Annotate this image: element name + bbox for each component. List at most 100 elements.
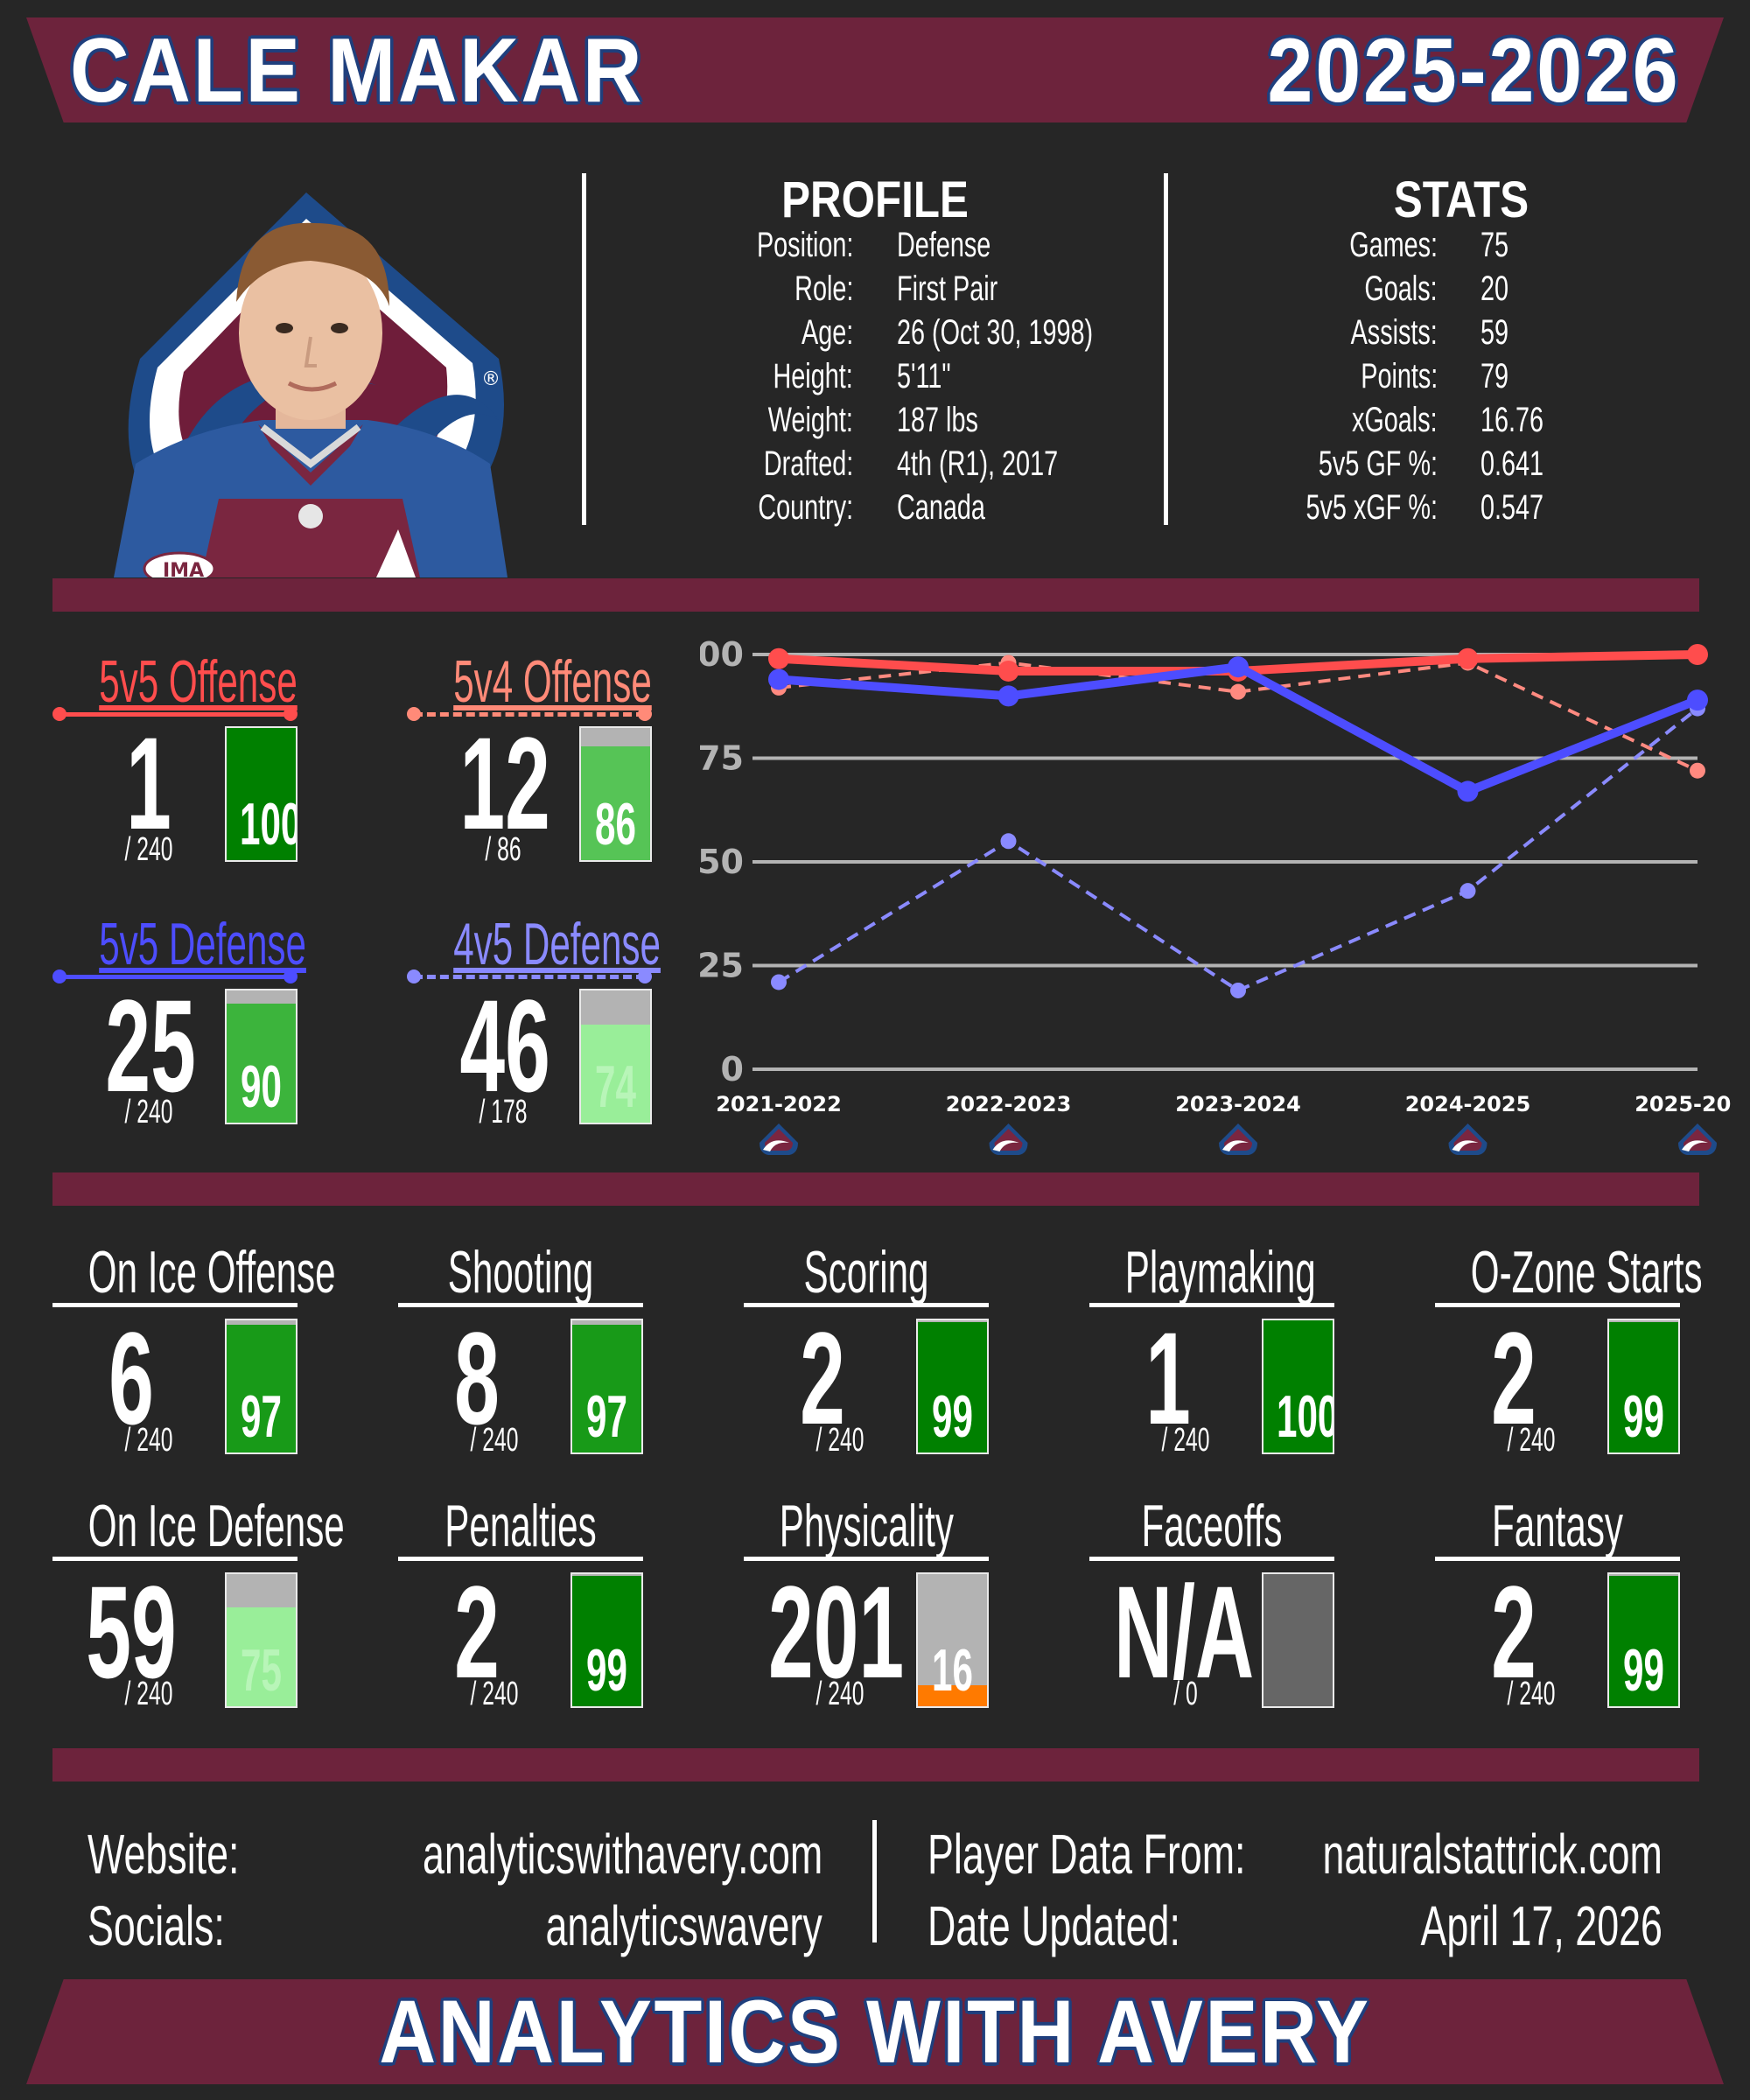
profile-label: Drafted: [763, 444, 853, 483]
metric-physicality-underline [744, 1557, 989, 1561]
percentile-trend-chart: 0 25 50 75 100 2021-2022 2022-2023 2023-2024 202… [700, 635, 1732, 1155]
date-updated-value: April 17, 2026 [1420, 1894, 1662, 1957]
metric-o-zone-starts-percentile-bar: 99 [1607, 1319, 1680, 1454]
situational-5v5-offense-percentile-bar: 100 [225, 726, 298, 862]
situational-4v5-defense-legend-line [414, 975, 645, 979]
website-label: Website: [88, 1823, 240, 1886]
situational-5v5-defense-legend-line [60, 975, 290, 979]
socials-handle[interactable]: analyticswavery [545, 1894, 822, 1957]
profile-separator-right [1164, 173, 1168, 525]
chart-y-tick-label: 75 [700, 739, 744, 778]
stats-value: 79 [1480, 357, 1509, 396]
profile-value: Canada [897, 488, 985, 527]
metric-playmaking-percentile-fill [1264, 1320, 1333, 1452]
situational-5v4-offense-rank-total: / 86 [485, 831, 522, 868]
situational-5v5-defense-percentile-fill [227, 1004, 296, 1123]
chart-x-tick-label: 2022-2023 [946, 1092, 1072, 1116]
metric-o-zone-starts-underline [1435, 1303, 1680, 1307]
profile-label: Height: [773, 357, 853, 396]
metric-o-zone-starts-percentile-fill [1609, 1321, 1678, 1452]
footer-banner [26, 1979, 1724, 2084]
metric-on-ice-defense-percentile-bar: 75 [225, 1572, 298, 1708]
series-5v5-defense-point [1687, 690, 1708, 711]
situational-5v5-defense-legend-dot [52, 970, 66, 984]
metric-on-ice-offense-rank: 6 [108, 1305, 154, 1452]
stats-label: xGoals: [1352, 401, 1438, 439]
situational-5v4-offense-legend-dot [638, 707, 652, 721]
metric-on-ice-offense-rank-total: / 240 [124, 1422, 173, 1459]
chart-y-tick-label: 100 [700, 635, 744, 674]
profile-value: 4th (R1), 2017 [897, 444, 1059, 483]
footer-separator [872, 1820, 877, 1942]
situational-5v4-offense-percentile-bar: 86 [579, 726, 652, 862]
series-5v5-defense-point [998, 685, 1019, 707]
avalanche-logo-icon [760, 1124, 798, 1155]
avalanche-logo-icon [1678, 1124, 1717, 1155]
situational-5v5-offense-title: 5v5 Offense [99, 648, 298, 715]
situational-5v5-offense-percentile-value: 100 [240, 791, 298, 858]
metric-playmaking-title: Playmaking [1124, 1239, 1316, 1306]
situational-5v5-defense-percentile-bar: 90 [225, 989, 298, 1124]
metric-o-zone-starts-rank: 2 [1491, 1305, 1536, 1452]
metric-on-ice-offense-underline [52, 1303, 298, 1307]
series-4v5-defense-point [1000, 833, 1017, 850]
metric-shooting-rank: 8 [454, 1305, 500, 1452]
section-divider-3 [52, 1748, 1699, 1782]
metric-fantasy-title: Fantasy [1492, 1493, 1623, 1559]
profile-label: Position: [756, 226, 853, 264]
profile-label: Weight: [767, 401, 853, 439]
stats-label: Games: [1349, 226, 1438, 264]
profile-label: Country: [758, 488, 853, 527]
metric-o-zone-starts-rank-total: / 240 [1507, 1422, 1556, 1459]
metric-shooting-title: Shooting [447, 1239, 594, 1306]
situational-5v5-defense-rank: 25 [105, 972, 196, 1119]
avalanche-logo-icon [1219, 1124, 1257, 1155]
situational-4v5-defense-title: 4v5 Defense [453, 911, 661, 977]
situational-5v5-defense-rank-total: / 240 [124, 1094, 173, 1130]
series-4v5-defense-point [1230, 982, 1246, 998]
metric-scoring-percentile-fill [918, 1321, 987, 1452]
profile-title: PROFILE [781, 172, 969, 228]
metric-faceoffs-rank-total: / 0 [1173, 1676, 1198, 1712]
header-banner [26, 18, 1724, 122]
metric-physicality-rank-total: / 240 [816, 1676, 864, 1712]
chart-x-tick-label: 2024-2025 [1405, 1092, 1531, 1116]
chart-y-tick-label: 25 [700, 947, 744, 985]
situational-4v5-defense-legend-dot [638, 970, 652, 984]
stats-value: 20 [1480, 270, 1509, 308]
metric-on-ice-defense-rank: 59 [86, 1558, 177, 1705]
date-updated-label: Date Updated: [928, 1894, 1180, 1957]
situational-4v5-defense-percentile-value: 74 [595, 1054, 636, 1120]
metric-physicality-percentile-bar: 16 [916, 1572, 989, 1708]
avalanche-logo-icon [1448, 1124, 1488, 1155]
situational-5v4-offense-rank: 12 [459, 710, 550, 857]
profile-value: 5'11" [897, 357, 951, 396]
season-label: 2025-2026 [1267, 20, 1680, 122]
metric-scoring-title: Scoring [803, 1239, 929, 1306]
stats-value: 59 [1480, 313, 1509, 352]
metric-physicality-title: Physicality [779, 1493, 954, 1559]
metric-shooting-underline [398, 1303, 643, 1307]
metric-fantasy-percentile-value: 99 [1623, 1637, 1664, 1704]
website-link[interactable]: analyticswithavery.com [422, 1823, 822, 1886]
profile-value: Defense [897, 226, 991, 264]
data-source-link[interactable]: naturalstattrick.com [1322, 1823, 1662, 1886]
stats-value: 0.547 [1480, 488, 1544, 527]
series-5v5-offense-point [1457, 648, 1479, 669]
svg-text:®: ® [481, 368, 500, 390]
series-5v5-offense-point [768, 648, 789, 669]
chart-x-tick-label: 2023-2024 [1175, 1092, 1301, 1116]
stats-label: Goals: [1364, 270, 1438, 308]
metric-scoring-rank-total: / 240 [816, 1422, 864, 1459]
situational-5v5-offense-rank-total: / 240 [124, 831, 173, 868]
metric-penalties-percentile-bar: 99 [570, 1572, 643, 1708]
socials-label: Socials: [88, 1894, 225, 1957]
metric-physicality-percentile-fill [918, 1684, 987, 1706]
metric-on-ice-offense-title: On Ice Offense [88, 1239, 336, 1306]
situational-4v5-defense-legend-dot [407, 970, 421, 984]
situational-5v5-offense-percentile-fill [227, 728, 296, 860]
series-5v5-offense-point [1687, 644, 1708, 665]
profile-value: 187 lbs [897, 401, 978, 439]
situational-5v4-offense-legend-dot [407, 707, 421, 721]
avalanche-logo-icon [989, 1124, 1028, 1155]
